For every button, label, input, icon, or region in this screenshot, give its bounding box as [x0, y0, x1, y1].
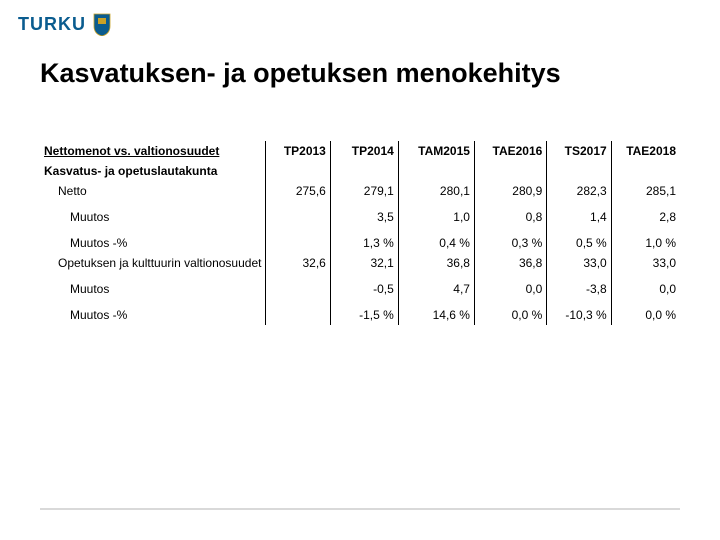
- cell: 32,6: [266, 253, 330, 273]
- row-netto: Netto 275,6 279,1 280,1 280,9 282,3 285,…: [40, 181, 680, 201]
- row-section2: Opetuksen ja kulttuurin valtionosuudet 3…: [40, 253, 680, 273]
- header: TURKU: [0, 0, 720, 44]
- cell: 33,0: [547, 253, 611, 273]
- col-tp2013: TP2013: [266, 141, 330, 161]
- cell: -3,8: [547, 279, 611, 299]
- footer-divider: [40, 508, 680, 510]
- cell: -0,5: [330, 279, 398, 299]
- section2-label: Opetuksen ja kulttuurin valtionosuudet: [58, 256, 261, 270]
- cell: -1,5 %: [330, 305, 398, 325]
- cell: [266, 233, 330, 253]
- row-muutospct2: Muutos -% -1,5 % 14,6 % 0,0 % -10,3 % 0,…: [40, 305, 680, 325]
- cell: 33,0: [611, 253, 680, 273]
- slide-body: Kasvatuksen- ja opetuksen menokehitys Ne…: [0, 58, 720, 325]
- cell: 0,3 %: [474, 233, 546, 253]
- section1-label: Kasvatus- ja opetuslautakunta: [44, 164, 217, 178]
- cell: 1,0: [398, 207, 474, 227]
- muutospct1-label: Muutos -%: [40, 233, 266, 253]
- cell: 285,1: [611, 181, 680, 201]
- section1-label-row: Kasvatus- ja opetuslautakunta: [40, 161, 680, 181]
- row-muutos2: Muutos -0,5 4,7 0,0 -3,8 0,0: [40, 279, 680, 299]
- cell: 0,0: [611, 279, 680, 299]
- col-tae2016: TAE2016: [474, 141, 546, 161]
- col-tp2014: TP2014: [330, 141, 398, 161]
- cell: 279,1: [330, 181, 398, 201]
- section-header: Nettomenot vs. valtionosuudet: [44, 144, 219, 158]
- cell: 1,3 %: [330, 233, 398, 253]
- brand-name: TURKU: [18, 14, 86, 35]
- netto-label: Netto: [40, 181, 266, 201]
- cell: 1,0 %: [611, 233, 680, 253]
- cell: 0,8: [474, 207, 546, 227]
- cell: 0,5 %: [547, 233, 611, 253]
- cell: [266, 207, 330, 227]
- cell: 3,5: [330, 207, 398, 227]
- cell: 2,8: [611, 207, 680, 227]
- data-table: Nettomenot vs. valtionosuudet TP2013 TP2…: [40, 141, 680, 325]
- cell: 36,8: [398, 253, 474, 273]
- cell: -10,3 %: [547, 305, 611, 325]
- muutos2-label: Muutos: [40, 279, 266, 299]
- cell: 282,3: [547, 181, 611, 201]
- muutospct2-label: Muutos -%: [40, 305, 266, 325]
- cell: 0,0 %: [611, 305, 680, 325]
- cell: 36,8: [474, 253, 546, 273]
- cell: 1,4: [547, 207, 611, 227]
- table-header-row: Nettomenot vs. valtionosuudet TP2013 TP2…: [40, 141, 680, 161]
- cell: 275,6: [266, 181, 330, 201]
- col-tae2018: TAE2018: [611, 141, 680, 161]
- crest-icon: [92, 12, 112, 36]
- cell: 32,1: [330, 253, 398, 273]
- cell: 280,1: [398, 181, 474, 201]
- cell: 0,0: [474, 279, 546, 299]
- cell: 4,7: [398, 279, 474, 299]
- col-tam2015: TAM2015: [398, 141, 474, 161]
- col-ts2017: TS2017: [547, 141, 611, 161]
- page-title: Kasvatuksen- ja opetuksen menokehitys: [40, 58, 680, 89]
- row-muutospct1: Muutos -% 1,3 % 0,4 % 0,3 % 0,5 % 1,0 %: [40, 233, 680, 253]
- row-muutos1: Muutos 3,5 1,0 0,8 1,4 2,8: [40, 207, 680, 227]
- cell: 14,6 %: [398, 305, 474, 325]
- cell: [266, 305, 330, 325]
- cell: 0,0 %: [474, 305, 546, 325]
- cell: [266, 279, 330, 299]
- muutos1-label: Muutos: [40, 207, 266, 227]
- cell: 280,9: [474, 181, 546, 201]
- cell: 0,4 %: [398, 233, 474, 253]
